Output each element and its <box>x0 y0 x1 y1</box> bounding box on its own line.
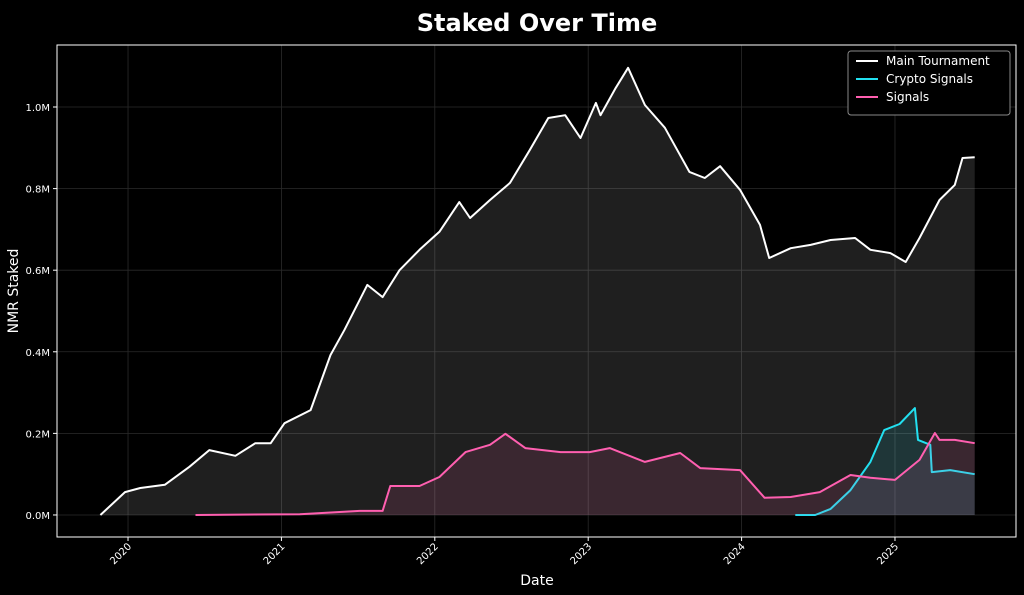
x-tick-label: 2021 <box>262 541 288 567</box>
y-tick-label: 0.8M <box>25 185 50 196</box>
series-line <box>99 66 975 516</box>
series-line <box>795 407 975 516</box>
x-tick-label: 2020 <box>108 541 134 567</box>
legend: Main Tournament Crypto Signals Signals <box>847 50 1011 116</box>
plot-frame <box>56 44 1017 538</box>
legend-label: Signals <box>886 90 929 104</box>
chart-title: Staked Over Time <box>417 9 657 37</box>
x-tick-label: 2025 <box>875 541 901 567</box>
series-line <box>195 432 975 516</box>
area-fill <box>195 433 975 515</box>
y-tick-label: 0.0M <box>25 511 50 522</box>
x-tick-label: 2022 <box>415 541 441 567</box>
y-axis-label: NMR Staked <box>6 249 22 334</box>
y-tick-label: 0.4M <box>25 348 50 359</box>
x-tick-label: 2024 <box>722 541 748 567</box>
legend-box <box>847 50 1011 116</box>
y-tick-label: 0.6M <box>25 266 50 277</box>
legend-label: Crypto Signals <box>886 72 973 86</box>
area-fill <box>100 67 975 516</box>
area-fill <box>795 408 975 515</box>
y-tick-label: 1.0M <box>25 103 50 114</box>
y-tick-label: 0.2M <box>25 429 50 440</box>
x-axis-label: Date <box>520 573 553 589</box>
legend-label: Main Tournament <box>886 54 990 68</box>
x-tick-label: 2023 <box>569 541 595 567</box>
